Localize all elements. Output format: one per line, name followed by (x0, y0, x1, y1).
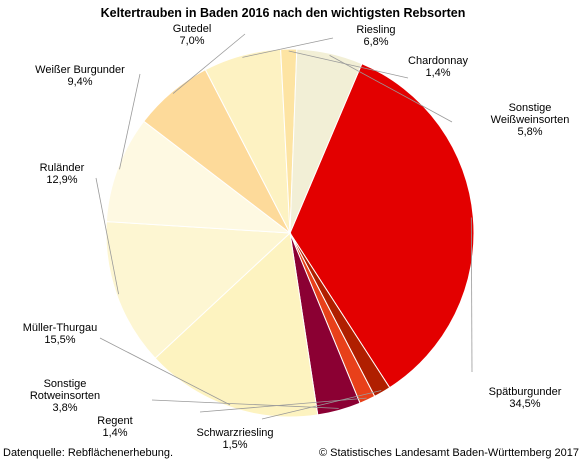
slice-name-riesling: Riesling (356, 24, 395, 36)
slice-value-chardonnay: 1,4% (425, 67, 450, 79)
slice-name-sonstige-rotweinsorten: Rotweinsorten (30, 390, 100, 402)
slice-name-rulaender: Ruländer (40, 162, 85, 174)
slice-name-sonstige-weissweinsorten: Sonstige (509, 102, 552, 114)
slice-value-weisser-burgunder: 9,4% (67, 76, 92, 88)
slice-name-chardonnay: Chardonnay (408, 55, 468, 67)
leader-line-schwarzriesling (261, 390, 382, 420)
pie-slice-weisser-burgunder (105, 120, 292, 234)
slice-label-schwarzriesling: Schwarzriesling 1,5% (196, 427, 273, 451)
leader-line-sonstige-weissweinsorten (329, 55, 453, 123)
slice-name-mueller-thurgau: Müller-Thurgau (23, 322, 98, 334)
slice-name-sonstige-weissweinsorten: Weißweinsorten (491, 114, 570, 126)
leader-line-weisser-burgunder (119, 73, 141, 170)
copyright-note: © Statistisches Landesamt Baden-Württemb… (319, 447, 579, 459)
leader-line-gutedel (172, 33, 246, 94)
leader-line-chardonnay (288, 50, 409, 79)
slice-label-spaetburgunder: Spätburgunder 34,5% (489, 386, 562, 410)
slice-value-regent: 1,4% (102, 427, 127, 439)
slice-name-sonstige-rotweinsorten: Sonstige (44, 378, 87, 390)
slice-value-sonstige-rotweinsorten: 3,8% (52, 402, 77, 414)
slice-name-gutedel: Gutedel (173, 23, 212, 35)
slice-value-rulaender: 12,9% (46, 174, 77, 186)
slice-label-weisser-burgunder: Weißer Burgunder 9,4% (35, 64, 125, 88)
slice-value-sonstige-weissweinsorten: 5,8% (517, 126, 542, 138)
data-source-note: Datenquelle: Rebflächenerhebung. (3, 447, 173, 459)
leader-line-mueller-thurgau (99, 337, 231, 406)
slice-label-gutedel: Gutedel 7,0% (173, 23, 212, 47)
slice-name-schwarzriesling: Schwarzriesling (196, 427, 273, 439)
leader-line-regent (199, 397, 367, 413)
slice-label-regent: Regent 1,4% (97, 415, 132, 439)
slice-label-rulaender: Ruländer 12,9% (40, 162, 85, 186)
chart-title: Keltertrauben in Baden 2016 nach den wic… (101, 6, 466, 20)
slice-value-gutedel: 7,0% (179, 35, 204, 47)
slice-name-weisser-burgunder: Weißer Burgunder (35, 64, 125, 76)
slice-label-chardonnay: Chardonnay 1,4% (408, 55, 468, 79)
pie-slice-mueller-thurgau (154, 231, 319, 418)
slice-value-mueller-thurgau: 15,5% (44, 334, 75, 346)
slice-name-regent: Regent (97, 415, 132, 427)
slice-label-sonstige-rotweinsorten: Sonstige Rotweinsorten 3,8% (30, 378, 100, 414)
slice-value-schwarzriesling: 1,5% (222, 439, 247, 451)
slice-label-mueller-thurgau: Müller-Thurgau 15,5% (23, 322, 98, 346)
pie-slice-sonstige-weissweinsorten (289, 48, 363, 234)
leader-line-riesling (242, 37, 334, 58)
leader-line-spaetburgunder (470, 217, 473, 373)
leader-line-sonstige-rotweinsorten (151, 399, 339, 409)
pie-slice-spaetburgunder (289, 62, 475, 389)
pie-slice-rulaender (105, 221, 292, 359)
slice-label-sonstige-weissweinsorten: Sonstige Weißweinsorten 5,8% (491, 102, 570, 138)
slice-label-riesling: Riesling 6,8% (356, 24, 395, 48)
slice-value-riesling: 6,8% (363, 36, 388, 48)
leader-line-rulaender (95, 177, 120, 295)
slice-name-spaetburgunder: Spätburgunder (489, 386, 562, 398)
slice-value-spaetburgunder: 34,5% (509, 398, 540, 410)
